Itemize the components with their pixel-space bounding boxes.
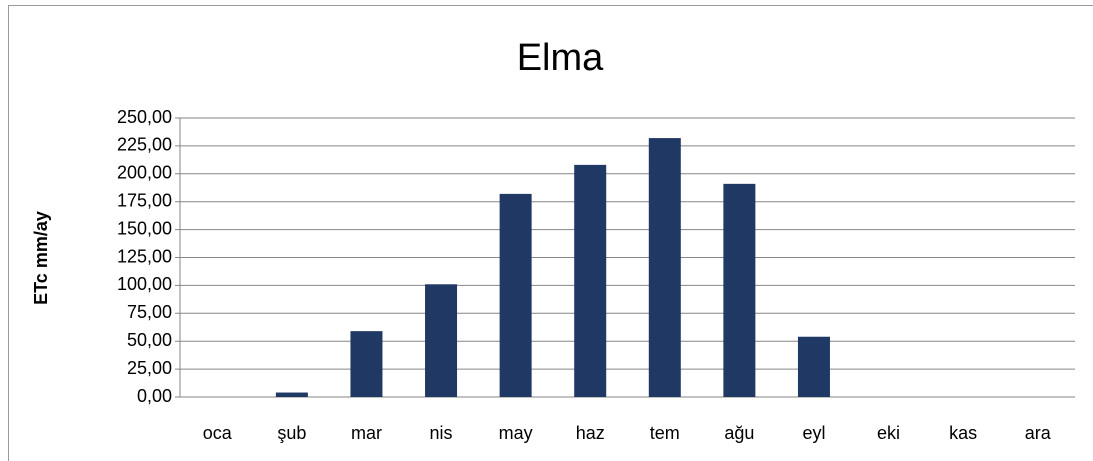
x-tick-label: ağu [724, 423, 754, 443]
y-tick-label: 125,00 [117, 246, 172, 266]
y-tick-label: 100,00 [117, 274, 172, 294]
y-tick-label: 250,00 [117, 107, 172, 127]
chart-title: Elma [517, 37, 604, 79]
x-tick-label: oca [203, 423, 233, 443]
x-tick-label: eki [877, 423, 900, 443]
y-tick-label: 0,00 [137, 386, 172, 406]
bar [350, 331, 383, 397]
chart-border [8, 5, 1093, 461]
y-tick-label: 150,00 [117, 218, 172, 238]
bar [499, 193, 532, 397]
x-tick-label: şub [277, 423, 306, 443]
bar [797, 336, 830, 397]
x-tick-label: tem [650, 423, 680, 443]
y-tick-label: 175,00 [117, 190, 172, 210]
x-tick-label: mar [351, 423, 382, 443]
bar [425, 284, 458, 397]
y-tick-label: 50,00 [127, 330, 172, 350]
y-tick-label: 75,00 [127, 302, 172, 322]
bar [648, 138, 681, 397]
bar [723, 183, 756, 397]
y-tick-label: 25,00 [127, 358, 172, 378]
x-tick-label: nis [430, 423, 453, 443]
x-tick-label: ara [1025, 423, 1052, 443]
y-tick-label: 225,00 [117, 135, 172, 155]
y-tick-label: 200,00 [117, 163, 172, 183]
bar [275, 392, 308, 397]
y-axis-label: ETc mm/ay [31, 211, 51, 305]
x-tick-label: kas [949, 423, 977, 443]
x-tick-label: may [499, 423, 533, 443]
x-tick-label: eyl [802, 423, 825, 443]
x-tick-label: haz [576, 423, 605, 443]
bar [574, 164, 607, 397]
